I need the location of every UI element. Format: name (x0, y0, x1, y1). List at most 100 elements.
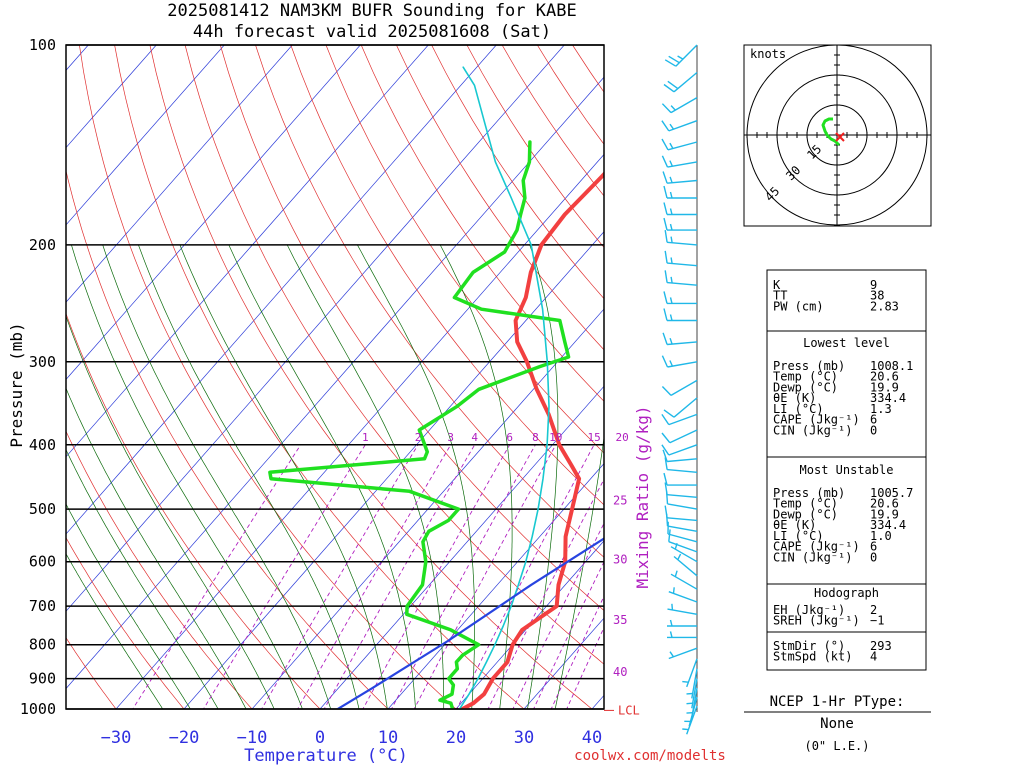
wind-barb-feather (663, 217, 668, 231)
moist-adiabat-line (439, 244, 513, 709)
isotherm-line (66, 45, 225, 226)
stats-lowest-label: CIN (Jkg⁻¹) (773, 423, 852, 437)
wind-barb (663, 291, 697, 305)
y-axis-label: Pressure (mb) (7, 322, 26, 447)
wind-barb-feather (661, 155, 669, 168)
mixing-ratio-top-label: 4 (471, 431, 478, 444)
wind-barb-staff (675, 44, 698, 67)
wind-barb (684, 697, 698, 727)
isotherm-line (115, 153, 604, 709)
dry-adiabat-line (66, 169, 389, 709)
wind-barb-feather (664, 270, 668, 283)
wind-barb-feather (661, 432, 671, 444)
dry-adiabat-line (184, 45, 604, 665)
wind-barb (662, 171, 698, 184)
wind-barb (661, 429, 698, 444)
dry-adiabat-line (325, 45, 604, 454)
storm-motion-marker (835, 132, 845, 142)
stats-hodo-title: Hodograph (814, 586, 879, 600)
wind-barb-half-feather (669, 337, 673, 345)
wind-barb-half-feather (677, 55, 684, 60)
moist-adiabat-line (71, 244, 303, 709)
wind-barb-feather (662, 332, 668, 345)
stats-top-label: TT (773, 289, 787, 303)
wind-barb-staff (668, 444, 698, 456)
stats-lowest-label: θE (K) (773, 391, 816, 405)
wind-barb-staff (667, 458, 698, 463)
mixing-ratio-top-label: 1 (362, 431, 369, 444)
stats-lowest-value: 6 (870, 413, 877, 427)
stats-frame (766, 269, 927, 671)
footer-credit: coolwx.com/modelts (574, 748, 726, 764)
wind-barb-feather (668, 529, 671, 542)
wind-barb-staff (686, 658, 698, 688)
wind-barb-half-feather (671, 603, 674, 610)
wind-barb-feather (665, 491, 669, 504)
parcel-path-line (458, 66, 550, 709)
wind-barb-feather (661, 120, 670, 132)
temperature-tick-labels: −30 −20 −10 0 10 20 30 40 (101, 728, 603, 748)
dewpoint-profile-line (268, 140, 571, 709)
wind-barb-staff (667, 468, 698, 473)
wind-barb (661, 355, 698, 368)
pressure-tick-label: 100 (29, 36, 56, 54)
mixing-ratio-top-label: 3 (447, 431, 454, 444)
wind-barb-staff (668, 413, 698, 426)
mixing-ratio-top-label: 20 (615, 431, 628, 444)
wind-barb-feather (664, 229, 668, 243)
stats-lowest-value: 0 (870, 423, 877, 437)
stats-unstable-value: 1.0 (870, 529, 892, 543)
temperature-tick-label: −30 (101, 728, 132, 748)
wind-barbs (661, 44, 698, 735)
stats-unstable-value: 0 (870, 550, 877, 564)
isotherm-line (66, 45, 361, 380)
wind-barb-half-feather (672, 587, 675, 594)
stats-hodo-label: SREH (Jkg⁻¹) (773, 614, 860, 628)
wind-barb (673, 553, 698, 577)
wind-barb-half-feather (669, 223, 673, 231)
temperature-tick-label: 30 (514, 728, 534, 748)
wind-barb (663, 71, 698, 93)
wind-barb-feather (662, 449, 668, 462)
hodograph-trace (821, 117, 841, 147)
wind-barb (667, 521, 698, 543)
stats-hodo-value: −1 (870, 614, 884, 628)
moist-adiabat-line (179, 244, 388, 709)
wind-barb-staff (670, 379, 698, 397)
wind-barb-half-feather (682, 728, 689, 731)
wind-barb-feather (667, 80, 679, 90)
wind-barb-half-feather (670, 276, 673, 284)
mixing-ratio-labels: 1 2 3 4 6 8 10 15 20 25 30 35 40 (362, 431, 629, 679)
hodograph-units: knots (750, 47, 786, 61)
moist-adiabat-line (228, 244, 416, 709)
mixing-ratio-line (323, 444, 476, 709)
pressure-tick-label: 500 (29, 500, 56, 518)
wind-barb (661, 379, 698, 397)
mixing-ratio-line (362, 444, 511, 709)
wind-barb (670, 570, 698, 590)
wind-barb (664, 250, 698, 267)
mixing-ratio-line (487, 478, 604, 709)
mixing-ratio-line (550, 595, 604, 709)
wind-barb (664, 229, 698, 246)
moist-adiabat-line (138, 244, 360, 709)
wind-barb (661, 96, 698, 114)
wind-barb-feather (661, 414, 670, 425)
wind-barb-staff (667, 179, 698, 184)
wind-barb-feather (661, 138, 669, 151)
moist-adiabat-line (66, 315, 275, 709)
stats-storm-value: 4 (870, 650, 877, 664)
dry-adiabat-line (396, 45, 604, 351)
moist-adiabat-line (66, 387, 247, 709)
stats-hodo-value: 2 (870, 603, 877, 617)
mixing-ratio-line (566, 626, 604, 709)
lcl-label: LCL (618, 703, 640, 717)
wind-barb (661, 155, 698, 168)
wind-barb-feather (665, 513, 669, 527)
wind-barb-half-feather (669, 619, 673, 627)
wind-barb (664, 270, 698, 286)
wind-barb (663, 308, 697, 322)
wind-barb-half-feather (677, 553, 682, 561)
stats-lowest-label: Press (mb) (773, 359, 845, 373)
